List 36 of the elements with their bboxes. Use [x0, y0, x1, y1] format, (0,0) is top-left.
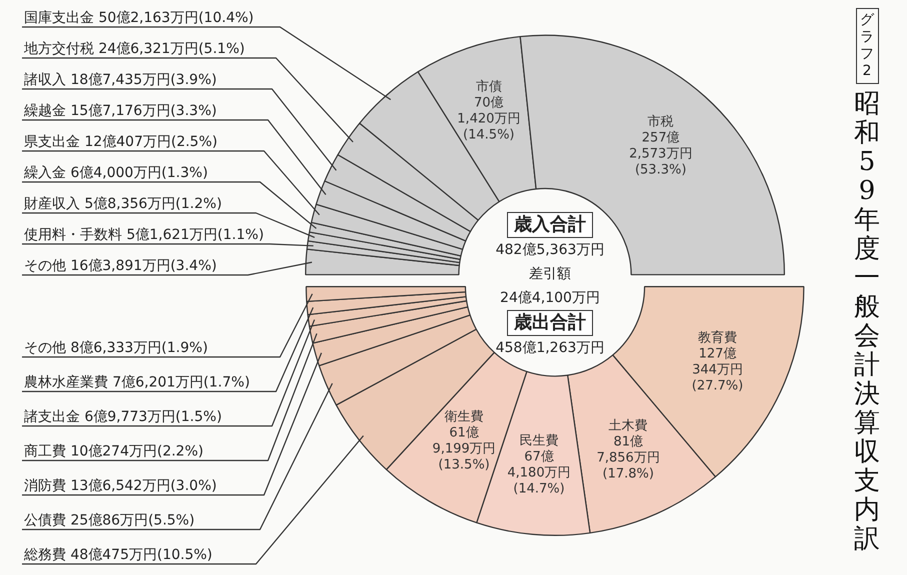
slice-label: その他 16億3,891万円(3.4%): [24, 258, 217, 274]
slice-label: その他 8億6,333万円(1.9%): [24, 340, 208, 356]
data-label: 67億4,180万円(14.7%): [507, 449, 571, 496]
slice-label: 商工費 10億274万円(2.2%): [24, 444, 204, 460]
slice-label: 公債費 25億86万円(5.5%): [24, 512, 195, 528]
data-label: 61億9,199万円(13.5%): [432, 425, 496, 472]
slice-label: 財産収入 5億8,356万円(1.2%): [24, 196, 222, 212]
slice-label: 消防費 13億6,542万円(3.0%): [24, 478, 217, 494]
data-label: 70億1,420万円(14.5%): [457, 96, 520, 143]
text: 24億4,100万円: [499, 289, 601, 308]
text: 482億5,363万円: [494, 241, 606, 260]
slice-label: 市税: [648, 114, 674, 130]
slice-label: 市債: [476, 80, 502, 95]
text: グラフ2: [856, 8, 878, 84]
data-label: 127億344万円(27.7%): [692, 346, 744, 394]
text: 差引額: [528, 265, 572, 284]
slice-label: 衛生費: [444, 409, 484, 424]
slice-label: 土木費: [608, 418, 648, 434]
slice-label: 使用料・手数料 5億1,621万円(1.1%): [24, 227, 264, 243]
slice-label: 国庫支出金 50億2,163万円(10.4%): [24, 10, 254, 26]
data-label: 257億2,573万円(53.3%): [629, 130, 692, 178]
text: 歳出合計: [507, 310, 593, 336]
slice-label: 地方交付税 24億6,321万円(5.1%): [23, 41, 245, 57]
text: 458億1,263万円: [494, 339, 606, 358]
data-label: 81億7,856万円(17.8%): [596, 434, 660, 482]
slice-label: 総務費 48億475万円(10.5%): [23, 547, 212, 563]
slice-label: 諸支出金 6億9,773万円(1.5%): [24, 409, 222, 425]
slice-label: 教育費: [698, 330, 737, 346]
text: 歳入合計: [507, 212, 593, 238]
slice-label: 繰越金 15億7,176万円(3.3%): [23, 103, 217, 119]
slice-label: 民生費: [519, 433, 558, 448]
slice-label: 繰入金 6億4,000万円(1.3%): [23, 165, 208, 181]
slice-label: 諸収入 18億7,435万円(3.9%): [24, 72, 217, 88]
slice-label: 農林水産業費 7億6,201万円(1.7%): [24, 374, 250, 390]
slice-label: 県支出金 12億407万円(2.5%): [24, 134, 218, 150]
chart-title: 昭和59年度一般会計決算収支内訳: [854, 89, 880, 554]
